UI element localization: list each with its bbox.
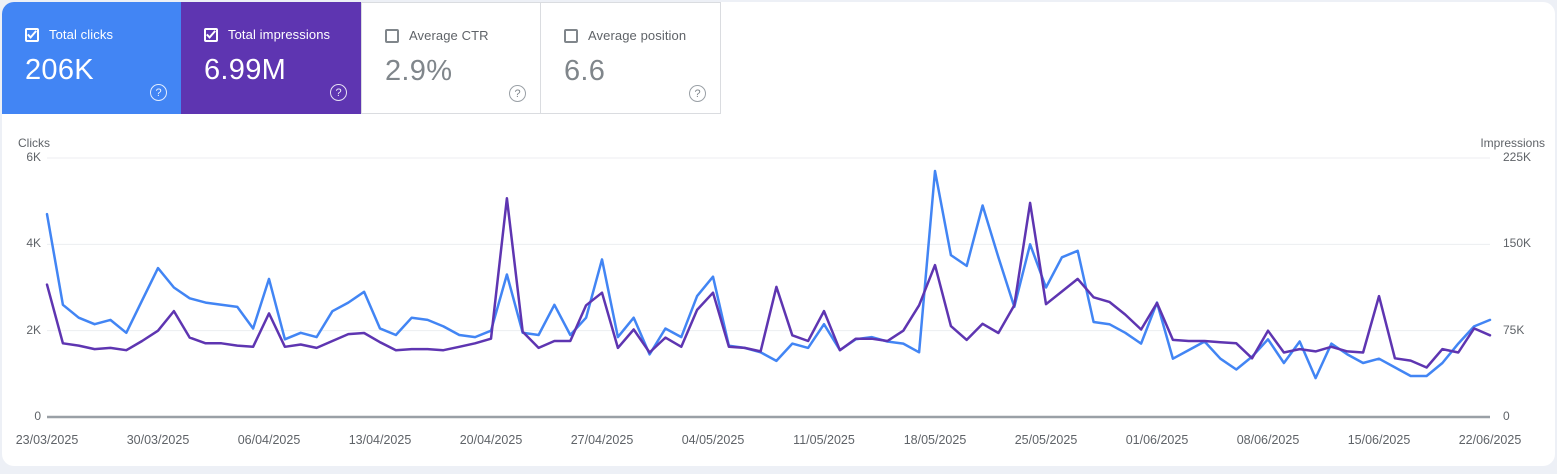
metric-card-average-ctr[interactable]: Average CTR 2.9% ?	[361, 2, 541, 114]
total-clicks-label: Total clicks	[49, 27, 114, 42]
date-label: 22/06/2025	[1458, 433, 1522, 447]
left-axis-tick: 6K	[26, 150, 41, 164]
average-ctr-value: 2.9%	[385, 55, 453, 87]
date-label: 06/04/2025	[237, 433, 301, 447]
total-impressions-value: 6.99M	[204, 54, 287, 86]
date-label: 30/03/2025	[126, 433, 190, 447]
total-impressions-label: Total impressions	[228, 27, 331, 42]
date-label: 27/04/2025	[570, 433, 634, 447]
help-icon[interactable]: ?	[689, 85, 706, 102]
average-position-checkbox[interactable]	[564, 28, 578, 43]
date-label: 20/04/2025	[459, 433, 523, 447]
right-axis-tick: 0	[1503, 409, 1510, 423]
date-label: 13/04/2025	[348, 433, 412, 447]
left-axis-tick: 0	[34, 409, 41, 423]
average-ctr-label: Average CTR	[409, 28, 489, 43]
metric-card-average-position[interactable]: Average position 6.6 ?	[540, 2, 721, 114]
check-icon	[206, 30, 216, 39]
check-icon	[27, 30, 37, 39]
right-axis-tick: 150K	[1503, 236, 1532, 251]
average-position-value: 6.6	[564, 55, 606, 87]
date-label: 04/05/2025	[681, 433, 745, 447]
left-axis-tick: 2K	[26, 322, 41, 337]
total-clicks-value: 206K	[25, 54, 94, 86]
right-axis-tick: 225K	[1503, 150, 1532, 164]
total-impressions-checkbox[interactable]	[204, 27, 218, 42]
gridlines	[47, 157, 1490, 419]
right-axis-tick: 75K	[1503, 322, 1525, 337]
date-label: 01/06/2025	[1125, 433, 1189, 447]
average-position-label: Average position	[588, 28, 687, 43]
left-axis-title: Clicks	[18, 136, 50, 150]
date-label: 25/05/2025	[1014, 433, 1078, 447]
date-label: 08/06/2025	[1236, 433, 1300, 447]
date-label: 23/03/2025	[15, 433, 79, 447]
date-label: 11/05/2025	[793, 433, 855, 447]
help-icon[interactable]: ?	[330, 84, 347, 101]
clicks-line	[45, 169, 1492, 380]
help-icon[interactable]: ?	[150, 84, 167, 101]
date-label: 15/06/2025	[1347, 433, 1411, 447]
series-lines	[45, 169, 1492, 380]
right-axis-title: Impressions	[1480, 136, 1545, 150]
help-icon[interactable]: ?	[509, 85, 526, 102]
average-ctr-checkbox[interactable]	[385, 28, 399, 43]
metric-card-total-impressions[interactable]: Total impressions 6.99M ?	[181, 2, 361, 114]
date-label: 18/05/2025	[903, 433, 967, 447]
total-clicks-checkbox[interactable]	[25, 27, 39, 42]
left-axis-tick: 4K	[26, 236, 41, 251]
metric-card-total-clicks[interactable]: Total clicks 206K ?	[2, 2, 181, 114]
impressions-line	[45, 197, 1492, 369]
